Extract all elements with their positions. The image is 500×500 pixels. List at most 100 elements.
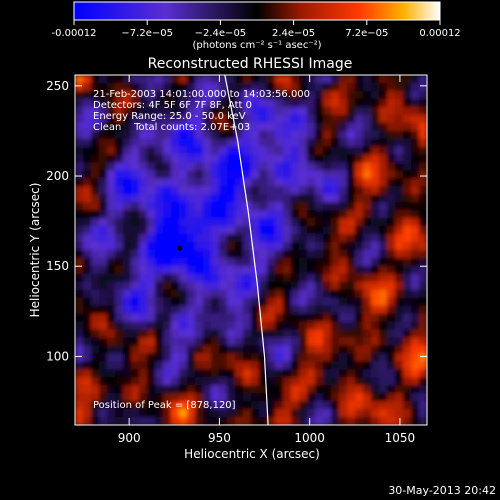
heatmap-cell xyxy=(91,138,100,148)
colorbar-tick-label: 2.4e−05 xyxy=(272,28,315,39)
heatmap-cell xyxy=(411,242,420,251)
heatmap-cell xyxy=(363,361,372,370)
heatmap-cell xyxy=(403,106,412,116)
heatmap-cell xyxy=(387,75,396,84)
heatmap-cell xyxy=(347,154,356,164)
heatmap-cell xyxy=(315,146,324,156)
heatmap-cell xyxy=(203,369,212,378)
heatmap-cell xyxy=(211,202,220,211)
heatmap-cell xyxy=(163,377,172,386)
heatmap-cell xyxy=(379,114,388,124)
heatmap-cell xyxy=(267,226,276,235)
heatmap-cell xyxy=(299,130,308,140)
heatmap-cell xyxy=(267,289,276,299)
heatmap-cell xyxy=(219,281,228,291)
heatmap-cell xyxy=(283,98,292,108)
heatmap-cell xyxy=(243,409,252,418)
heatmap-cell xyxy=(323,170,332,179)
heatmap-cell xyxy=(163,234,172,243)
heatmap-cell xyxy=(83,273,92,283)
heatmap-cell xyxy=(363,90,372,100)
heatmap-cell xyxy=(187,226,196,235)
heatmap-cell xyxy=(139,313,148,323)
heatmap-cell xyxy=(355,154,364,164)
heatmap-cell xyxy=(219,297,228,307)
heatmap-cell xyxy=(315,234,324,243)
heatmap-cell xyxy=(187,329,196,339)
heatmap-cell xyxy=(203,186,212,195)
heatmap-cell xyxy=(187,305,196,315)
heatmap-cell xyxy=(147,273,156,283)
heatmap-cell xyxy=(123,202,132,211)
heatmap-cell xyxy=(83,337,92,347)
heatmap-cell xyxy=(283,250,292,259)
heatmap-cell xyxy=(395,90,404,100)
heatmap-cell xyxy=(75,194,84,203)
heatmap-cell xyxy=(331,321,340,331)
heatmap-cell xyxy=(187,90,196,100)
observation-info: 21-Feb-2003 14:01:00.000 to 14:03:56.000… xyxy=(93,89,310,133)
heatmap-cell xyxy=(411,218,420,227)
heatmap-cell xyxy=(355,242,364,251)
heatmap-cell xyxy=(75,321,84,331)
heatmap-cell xyxy=(83,114,92,124)
heatmap-cell xyxy=(299,242,308,251)
heatmap-cell xyxy=(339,122,348,132)
heatmap-cell xyxy=(251,186,260,195)
heatmap-cell xyxy=(307,82,316,92)
heatmap-cell xyxy=(283,353,292,362)
heatmap-cell xyxy=(387,393,396,402)
heatmap-cell xyxy=(187,114,196,124)
heatmap-cell xyxy=(291,226,300,235)
heatmap-cell xyxy=(243,281,252,291)
heatmap-cell xyxy=(323,345,332,354)
heatmap-cell xyxy=(147,345,156,354)
heatmap-cell xyxy=(123,242,132,251)
heatmap-cell xyxy=(163,130,172,140)
heatmap-cell xyxy=(275,281,284,291)
heatmap-cell xyxy=(211,361,220,370)
heatmap-cell xyxy=(147,138,156,148)
heatmap-cell xyxy=(107,130,116,140)
heatmap-cell xyxy=(139,106,148,116)
heatmap-cell xyxy=(115,210,124,219)
heatmap-cell xyxy=(179,393,188,402)
heatmap-cell xyxy=(75,218,84,227)
heatmap-cell xyxy=(115,297,124,307)
heatmap-cell xyxy=(339,265,348,275)
heatmap-cell xyxy=(395,250,404,259)
heatmap-cell xyxy=(307,417,316,425)
heatmap-cell xyxy=(83,393,92,402)
heatmap-cell xyxy=(171,114,180,124)
heatmap-cell xyxy=(387,305,396,315)
heatmap-cell xyxy=(91,218,100,227)
heatmap-cell xyxy=(195,242,204,251)
heatmap-cell xyxy=(195,289,204,299)
heatmap-cell xyxy=(83,178,92,187)
heatmap-cell xyxy=(115,82,124,92)
heatmap-cell xyxy=(419,210,427,219)
heatmap-cell xyxy=(339,369,348,378)
heatmap-cell xyxy=(139,257,148,267)
heatmap-cell xyxy=(355,98,364,108)
heatmap-cell xyxy=(323,154,332,164)
heatmap-cell xyxy=(115,305,124,315)
heatmap-cell xyxy=(299,337,308,347)
heatmap-cell xyxy=(243,345,252,354)
heatmap-cell xyxy=(379,242,388,251)
heatmap-cell xyxy=(363,106,372,116)
heatmap-cell xyxy=(107,75,116,84)
heatmap-cell xyxy=(99,138,108,148)
heatmap-cell xyxy=(291,377,300,386)
heatmap-cell xyxy=(299,138,308,148)
heatmap-cell xyxy=(195,361,204,370)
heatmap-cell xyxy=(275,210,284,219)
heatmap-cell xyxy=(155,122,164,132)
heatmap-cell xyxy=(347,329,356,339)
heatmap-cell xyxy=(147,393,156,402)
heatmap-cell xyxy=(283,138,292,148)
heatmap-cell xyxy=(91,417,100,425)
heatmap-cell xyxy=(315,218,324,227)
heatmap-cell xyxy=(195,409,204,418)
heatmap-cell xyxy=(275,353,284,362)
